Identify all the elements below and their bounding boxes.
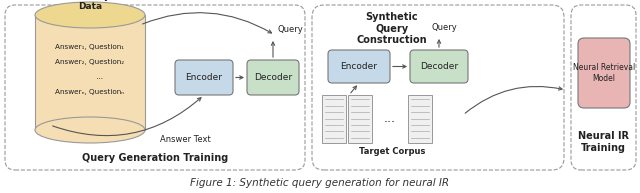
Text: Neural IR
Training: Neural IR Training xyxy=(578,131,629,153)
Text: Query: Query xyxy=(277,25,303,35)
Text: Query Generation Training: Query Generation Training xyxy=(82,153,228,163)
Text: ...: ... xyxy=(77,74,104,80)
Text: Query: Query xyxy=(431,24,457,32)
Text: Synthetic
Query
Construction: Synthetic Query Construction xyxy=(356,12,428,45)
Ellipse shape xyxy=(35,117,145,143)
Text: Answer₂, Question₂: Answer₂, Question₂ xyxy=(56,59,125,65)
FancyBboxPatch shape xyxy=(247,60,299,95)
FancyBboxPatch shape xyxy=(175,60,233,95)
Text: Community QA
Data: Community QA Data xyxy=(52,0,128,11)
FancyBboxPatch shape xyxy=(410,50,468,83)
Text: Neural Retrieval
Model: Neural Retrieval Model xyxy=(573,63,635,83)
Text: Encoder: Encoder xyxy=(340,62,378,71)
FancyBboxPatch shape xyxy=(328,50,390,83)
Text: Encoder: Encoder xyxy=(186,73,223,82)
FancyBboxPatch shape xyxy=(348,95,372,143)
Text: Decoder: Decoder xyxy=(254,73,292,82)
Text: Answerₙ, Questionₙ: Answerₙ, Questionₙ xyxy=(56,89,125,95)
Text: Target Corpus: Target Corpus xyxy=(359,147,425,157)
FancyBboxPatch shape xyxy=(322,95,346,143)
FancyBboxPatch shape xyxy=(408,95,432,143)
Text: Answer₁, Question₁: Answer₁, Question₁ xyxy=(56,44,125,50)
Text: Answer Text: Answer Text xyxy=(159,135,211,145)
Text: Figure 1: Synthetic query generation for neural IR: Figure 1: Synthetic query generation for… xyxy=(191,178,449,188)
Polygon shape xyxy=(35,15,145,130)
FancyBboxPatch shape xyxy=(578,38,630,108)
Ellipse shape xyxy=(35,2,145,28)
Text: Decoder: Decoder xyxy=(420,62,458,71)
Text: ...: ... xyxy=(384,113,396,125)
